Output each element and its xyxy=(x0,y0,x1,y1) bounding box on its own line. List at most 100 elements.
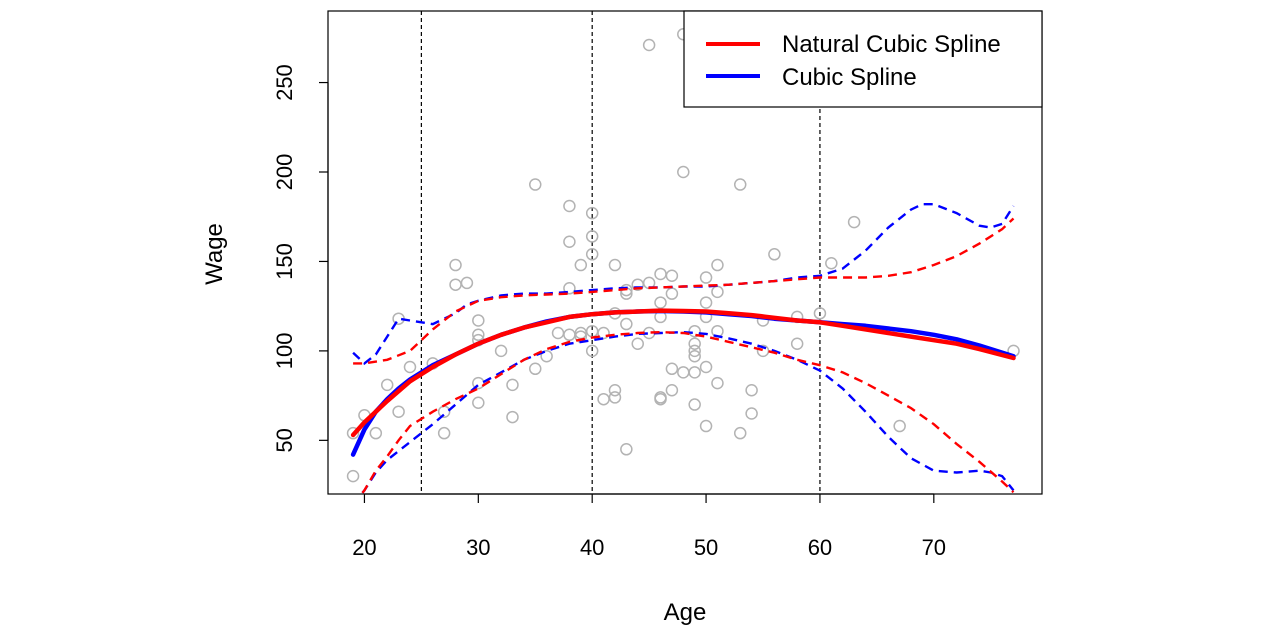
data-point xyxy=(506,378,519,392)
data-point xyxy=(608,391,622,404)
data-point xyxy=(346,426,360,440)
data-point xyxy=(688,324,701,338)
x-axis-title: Age xyxy=(664,599,707,626)
data-point xyxy=(597,326,610,340)
fitted-curves xyxy=(350,308,1016,457)
data-point xyxy=(437,426,451,440)
data-point xyxy=(825,256,838,270)
data-point xyxy=(506,410,519,424)
data-point xyxy=(380,378,394,392)
data-point xyxy=(665,287,679,300)
x-tick-label: 20 xyxy=(352,535,376,560)
data-point xyxy=(403,360,417,374)
data-point xyxy=(449,278,462,291)
data-point xyxy=(813,307,827,320)
y-axis: 50 100 150 200 250 xyxy=(272,64,329,453)
data-point xyxy=(585,230,599,243)
data-point xyxy=(472,328,485,342)
x-tick-label: 30 xyxy=(466,535,490,560)
confidence-bands xyxy=(352,203,1015,494)
data-point xyxy=(688,337,701,350)
data-point xyxy=(711,258,724,272)
data-point xyxy=(745,407,758,420)
data-point xyxy=(551,326,565,340)
data-point xyxy=(699,296,713,309)
data-point xyxy=(699,271,713,284)
data-point xyxy=(688,350,701,363)
data-point xyxy=(608,383,622,397)
data-point xyxy=(654,267,667,281)
y-axis-title: Wage xyxy=(201,223,228,285)
x-tick-label: 50 xyxy=(694,535,718,560)
data-point xyxy=(733,426,747,440)
legend-box xyxy=(683,10,1043,108)
data-point xyxy=(529,178,542,191)
data-point xyxy=(665,269,679,283)
data-point xyxy=(654,392,667,406)
data-point xyxy=(699,419,713,433)
data-point xyxy=(574,258,588,272)
x-tick-label: 40 xyxy=(580,535,604,560)
data-point xyxy=(620,317,633,331)
legend-label-natural-cubic-spline: Natural Cubic Spline xyxy=(782,31,1001,58)
data-point xyxy=(392,405,405,418)
y-tick-label: 150 xyxy=(272,243,297,280)
data-point xyxy=(585,344,599,358)
data-point xyxy=(665,383,679,397)
data-point xyxy=(631,337,644,350)
scatter-points xyxy=(346,20,1020,483)
data-point xyxy=(654,296,667,309)
data-point xyxy=(563,328,576,342)
data-point xyxy=(642,38,656,52)
plot-area xyxy=(346,11,1020,494)
data-point xyxy=(369,426,383,440)
data-point xyxy=(711,376,724,390)
data-point xyxy=(756,344,770,358)
legend-label-cubic-spline: Cubic Spline xyxy=(782,64,917,91)
y-tick-label: 50 xyxy=(272,428,297,452)
data-point xyxy=(665,362,679,376)
data-point xyxy=(688,398,701,411)
natural-cubic-spline-upper-band xyxy=(353,217,1015,365)
data-point xyxy=(677,165,690,179)
data-point xyxy=(688,344,701,358)
data-point xyxy=(597,392,610,406)
data-point xyxy=(460,276,474,290)
data-point xyxy=(790,337,804,350)
y-tick-label: 250 xyxy=(272,64,297,101)
data-point xyxy=(893,419,906,433)
data-point xyxy=(472,314,485,327)
data-point xyxy=(449,258,462,272)
data-point xyxy=(563,282,576,295)
data-point xyxy=(585,206,599,220)
cubic-spline-upper-band xyxy=(352,203,1015,365)
data-point xyxy=(563,199,576,213)
y-tick-label: 100 xyxy=(272,333,297,370)
x-tick-label: 70 xyxy=(922,535,946,560)
data-point xyxy=(346,469,360,483)
data-point xyxy=(688,366,701,379)
data-point xyxy=(733,178,747,191)
data-point xyxy=(620,443,633,456)
x-tick-label: 60 xyxy=(808,535,832,560)
x-axis: 20 30 40 50 60 70 xyxy=(352,493,946,560)
data-point xyxy=(529,362,542,376)
data-point xyxy=(677,366,690,379)
data-point xyxy=(563,235,576,249)
data-point xyxy=(711,285,724,299)
data-point xyxy=(768,248,781,261)
legend: Natural Cubic Spline Cubic Spline xyxy=(683,10,1043,108)
data-point xyxy=(608,258,622,272)
data-point xyxy=(494,344,508,358)
data-point xyxy=(699,360,713,374)
cubic-spline-lower-band xyxy=(360,330,1015,494)
natural-cubic-spline-fit-line xyxy=(350,308,1016,438)
data-point xyxy=(540,350,553,363)
natural-cubic-spline-lower-band xyxy=(360,330,1015,494)
y-tick-label: 200 xyxy=(272,154,297,191)
data-point xyxy=(745,383,758,397)
data-point xyxy=(585,248,599,261)
data-point xyxy=(847,215,861,229)
data-point xyxy=(472,396,485,410)
